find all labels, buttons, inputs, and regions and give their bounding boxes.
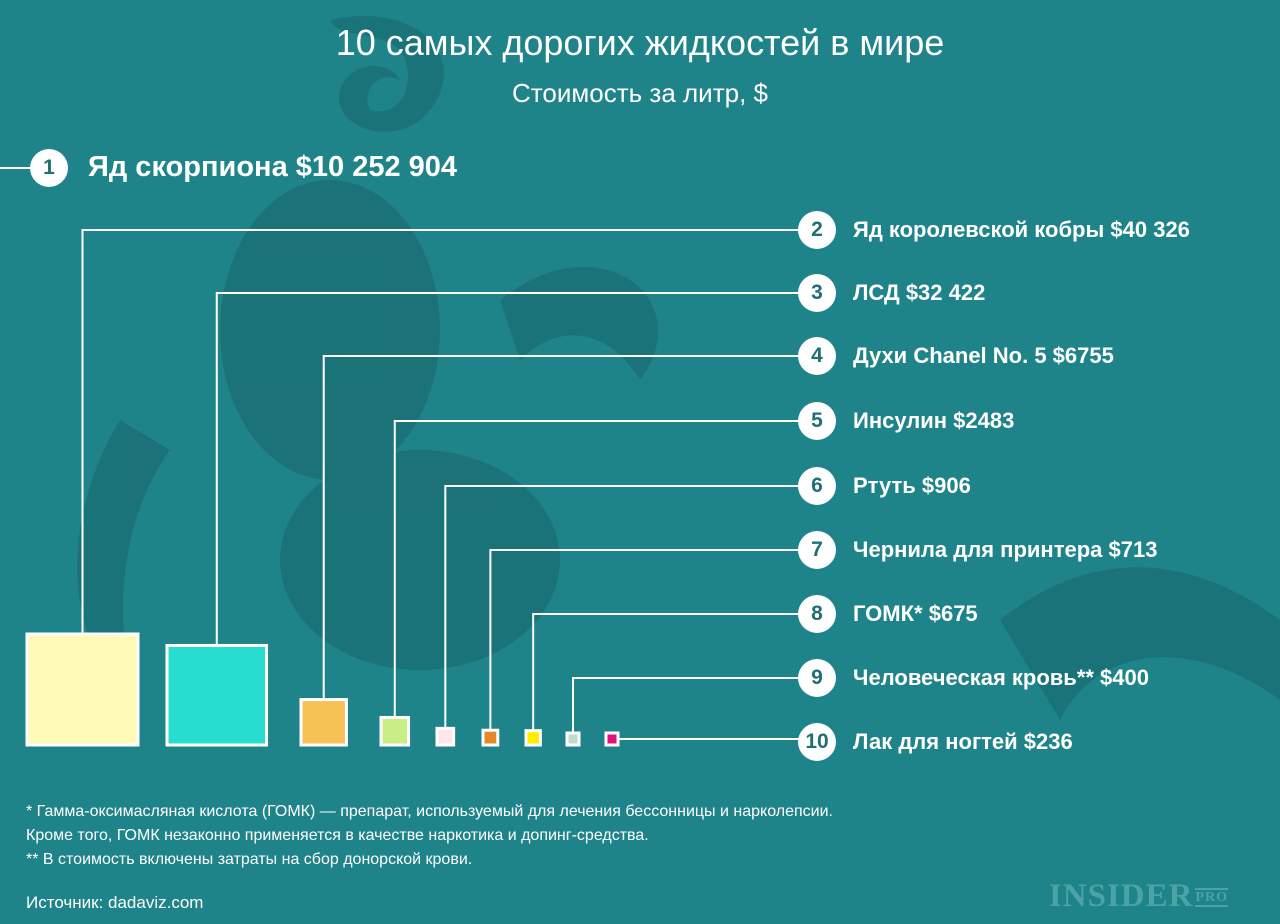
footnote: ** В стоимость включены затраты на сбор … — [26, 851, 473, 868]
source-text: Источник: dadaviz.com — [26, 893, 204, 912]
item-label: Яд скорпиона $10 252 904 — [88, 151, 458, 183]
value-square — [165, 643, 269, 747]
item-label: Яд королевской кобры $40 326 — [853, 217, 1190, 242]
connector-line — [532, 613, 800, 731]
connector-line — [322, 355, 800, 700]
value-square — [25, 632, 140, 747]
rank-badge: 6 — [798, 467, 836, 505]
item-label: ЛСД $32 422 — [853, 280, 986, 305]
connector-line — [81, 229, 800, 634]
connector-line — [215, 292, 800, 646]
rank-badge: 9 — [798, 659, 836, 697]
rank-badge: 10 — [798, 723, 836, 761]
item-label: Ртуть $906 — [853, 473, 971, 498]
item-label: Лак для ногтей $236 — [853, 729, 1073, 754]
rank-badge: 1 — [30, 149, 68, 187]
rank-badge: 8 — [798, 595, 836, 633]
chart-title: 10 самых дорогих жидкостей в мире — [335, 22, 945, 63]
item-label: ГОМК* $675 — [853, 601, 978, 626]
item-label: Духи Chanel No. 5 $6755 — [853, 343, 1114, 368]
item-label: Человеческая кровь** $400 — [853, 665, 1150, 690]
rank-badge: 2 — [798, 211, 836, 249]
logo-text: INSIDER — [1048, 878, 1194, 914]
value-square — [481, 728, 500, 747]
rank-badge: 5 — [798, 402, 836, 440]
footnote: Кроме того, ГОМК незаконно применяется в… — [26, 827, 649, 844]
rank-badge: 3 — [798, 274, 836, 312]
value-square — [604, 731, 620, 747]
connector-line — [444, 485, 800, 729]
footnotes: * Гамма-оксимасляная кислота (ГОМК) — пр… — [26, 800, 833, 872]
connector-line — [489, 549, 800, 731]
rank-badge: 4 — [798, 337, 836, 375]
rank-badge: 7 — [798, 531, 836, 569]
value-square — [524, 729, 542, 747]
value-square — [565, 731, 581, 747]
insider-pro-logo: INSIDER PRO — [1049, 878, 1228, 915]
value-square — [299, 698, 348, 747]
chart-subtitle: Стоимость за литр, $ — [512, 78, 768, 108]
item-label: Чернила для принтера $713 — [853, 537, 1158, 562]
connector-line — [393, 420, 800, 718]
item-label: Инсулин $2483 — [853, 408, 1015, 433]
value-square — [379, 715, 411, 747]
logo-sup: PRO — [1195, 888, 1228, 908]
connector-line — [572, 677, 800, 733]
footnote: * Гамма-оксимасляная кислота (ГОМК) — пр… — [26, 803, 833, 820]
value-square — [435, 726, 456, 747]
